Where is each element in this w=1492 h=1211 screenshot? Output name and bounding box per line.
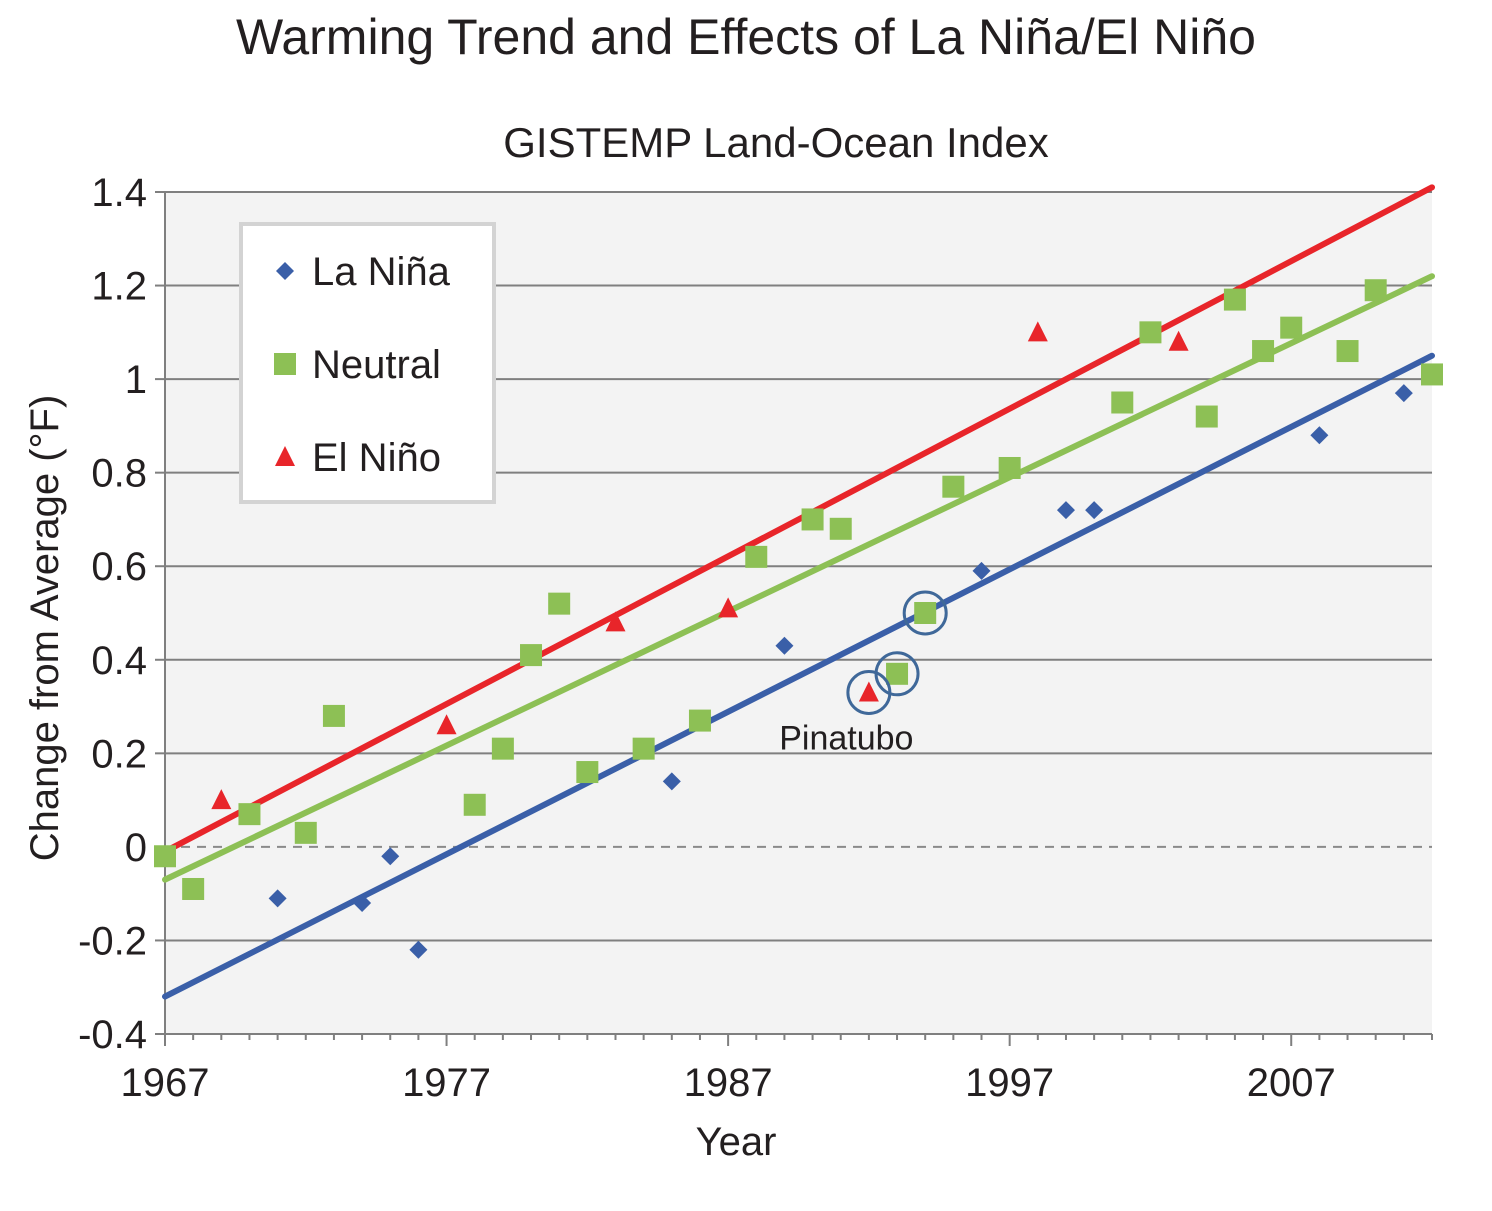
annotation-circle (902, 590, 948, 636)
trend-lines (162, 184, 1435, 1000)
y-tick-label: 1.4 (91, 171, 147, 215)
data-point (972, 561, 991, 580)
data-point (238, 803, 261, 826)
data-point (829, 517, 852, 540)
data-point (605, 611, 626, 632)
legend-marker (276, 262, 294, 280)
legend-label: El Niño (312, 436, 441, 480)
y-tick-label: 1 (125, 358, 147, 402)
annotation-label: Pinatubo (779, 719, 913, 757)
data-point (1056, 501, 1075, 520)
data-point (353, 894, 372, 913)
x-tick-label: 1977 (402, 1061, 491, 1105)
x-axis-label: Year (696, 1120, 777, 1164)
data-point (914, 602, 937, 624)
data-point (1252, 340, 1275, 363)
data-point (182, 877, 205, 900)
y-tick-label: 1.2 (91, 265, 147, 309)
data-point (1085, 501, 1104, 520)
trend-line (162, 184, 1435, 855)
y-tick-label: -0.4 (78, 1013, 147, 1057)
trend-line (162, 352, 1435, 1000)
legend-label: Neutral (312, 343, 441, 387)
x-tick-label: 1997 (965, 1061, 1054, 1105)
data-point (886, 662, 909, 685)
data-point (1223, 288, 1246, 311)
data-point (154, 845, 176, 868)
data-point (718, 597, 739, 618)
data-point (1111, 391, 1134, 414)
data-point (775, 636, 794, 655)
y-tick-label: 0.8 (91, 452, 147, 496)
data-point (409, 940, 428, 959)
chart-subtitle: GISTEMP Land-Ocean Index (503, 119, 1049, 166)
legend-marker (275, 446, 295, 466)
data-point (1139, 321, 1162, 344)
data-point (1421, 363, 1443, 386)
y-tick-label: 0 (125, 826, 147, 870)
data-point (294, 821, 317, 844)
data-point (1027, 321, 1048, 342)
legend: La Niña Neutral El Niño (239, 222, 496, 504)
legend-label: La Niña (312, 250, 451, 294)
data-point (436, 714, 457, 735)
trend-line (162, 273, 1435, 883)
data-point (662, 772, 681, 791)
data-point (1364, 279, 1387, 302)
y-axis-label: Change from Average (°F) (23, 395, 67, 862)
chart-title: Warming Trend and Effects of La Niña/El … (236, 9, 1256, 65)
y-tick-label: 0.4 (91, 639, 147, 683)
data-point (1310, 426, 1329, 445)
data-point (942, 475, 965, 498)
x-tick-labels: 1967 1977 1987 1997 2007 (121, 1061, 1336, 1105)
data-point (801, 508, 824, 531)
annotation-circle (874, 651, 920, 697)
legend-marker (274, 353, 296, 375)
y-tick-labels: -0.4 -0.2 0 0.2 0.4 0.6 0.8 1 1.2 1.4 (78, 171, 147, 1057)
data-point (491, 737, 514, 760)
data-point (1195, 405, 1218, 428)
data-point (745, 545, 768, 568)
data-point (632, 737, 655, 760)
data-point (998, 456, 1021, 479)
data-point (858, 681, 879, 702)
data-point (381, 847, 400, 866)
data-point (1394, 384, 1413, 403)
data-point (1336, 340, 1359, 363)
data-point (548, 592, 571, 615)
x-tick-label: 1987 (684, 1061, 773, 1105)
data-points (154, 279, 1443, 959)
data-point (322, 704, 345, 727)
data-point (463, 793, 486, 816)
data-point (1280, 316, 1303, 339)
data-point (268, 889, 287, 908)
y-tick-label: -0.2 (78, 919, 147, 963)
data-point (576, 761, 599, 784)
annotations: Pinatubo (779, 590, 948, 757)
x-tick-label: 1967 (121, 1061, 210, 1105)
data-point (211, 789, 232, 810)
data-point (688, 709, 711, 732)
data-point (520, 644, 543, 667)
y-tick-label: 0.6 (91, 545, 147, 589)
data-point (1168, 330, 1189, 351)
x-tick-label: 2007 (1247, 1061, 1336, 1105)
y-tick-label: 0.2 (91, 732, 147, 776)
